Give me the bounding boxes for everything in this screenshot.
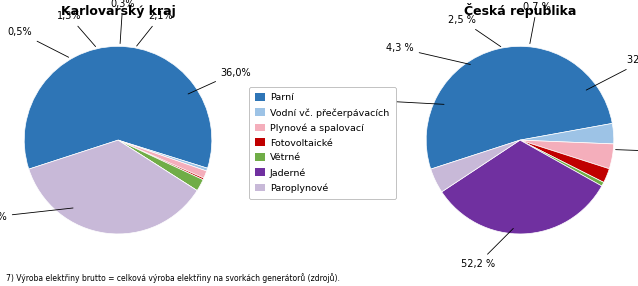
Wedge shape <box>24 46 212 169</box>
Text: 59,9%: 59,9% <box>0 208 73 222</box>
Text: 3,5 %: 3,5 % <box>364 96 444 106</box>
Wedge shape <box>520 140 609 182</box>
Wedge shape <box>520 140 614 169</box>
Text: 4,3 %: 4,3 % <box>616 146 638 156</box>
Wedge shape <box>118 140 207 178</box>
Text: 7) Výroba elektřiny brutto = celková výroba elektřiny na svorkách generátorů (zd: 7) Výroba elektřiny brutto = celková výr… <box>6 273 340 283</box>
Text: 1,3%: 1,3% <box>57 11 96 47</box>
Wedge shape <box>441 140 602 234</box>
Text: 32,6 %: 32,6 % <box>586 55 638 90</box>
Text: 2,5 %: 2,5 % <box>448 15 501 47</box>
Title: Karlovarský kraj: Karlovarský kraj <box>61 5 175 17</box>
Legend: Parní, Vodní vč. přečerpávacích, Plynové a spalovací, Fotovoltaické, Větrné, Jad: Parní, Vodní vč. přečerpávacích, Plynové… <box>249 87 396 199</box>
Text: 0,5%: 0,5% <box>7 27 69 57</box>
Text: 0,3%: 0,3% <box>110 0 135 43</box>
Text: 0,7 %: 0,7 % <box>523 2 551 43</box>
Wedge shape <box>118 140 197 190</box>
Text: 4,3 %: 4,3 % <box>386 43 470 64</box>
Wedge shape <box>431 140 520 192</box>
Wedge shape <box>118 140 204 180</box>
Wedge shape <box>426 46 612 169</box>
Wedge shape <box>520 124 614 144</box>
Wedge shape <box>118 140 203 190</box>
Wedge shape <box>520 140 604 186</box>
Text: 2,1%: 2,1% <box>137 11 172 46</box>
Text: 52,2 %: 52,2 % <box>461 229 514 269</box>
Wedge shape <box>118 140 207 171</box>
Text: 36,0%: 36,0% <box>188 67 251 94</box>
Title: Česká republika: Česká republika <box>464 3 576 17</box>
Wedge shape <box>29 140 197 234</box>
